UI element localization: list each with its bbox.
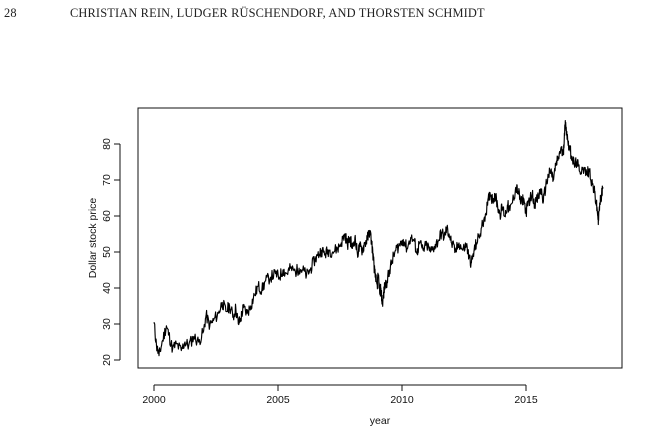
running-header: 28 CHRISTIAN REIN, LUDGER RÜSCHENDORF, A… [0, 6, 653, 24]
series-line [153, 120, 604, 357]
x-tick-label: 2000 [142, 394, 166, 406]
y-axis-label: Dollar stock price [87, 198, 99, 279]
x-tick-label: 2005 [266, 394, 290, 406]
y-tick-label: 50 [101, 246, 113, 258]
y-tick-label: 40 [101, 282, 113, 294]
x-axis-ticks: 2000 2005 2010 2015 [142, 385, 538, 406]
author-running-head: CHRISTIAN REIN, LUDGER RÜSCHENDORF, AND … [70, 6, 485, 20]
x-tick-label: 2015 [514, 394, 538, 406]
y-tick-label: 60 [101, 210, 113, 222]
x-tick-label: 2010 [390, 394, 414, 406]
y-tick-label: 30 [101, 318, 113, 330]
y-tick-label: 70 [101, 174, 113, 186]
x-axis-label: year [370, 415, 391, 427]
y-tick-label: 80 [101, 138, 113, 150]
plot-frame [137, 107, 623, 369]
y-axis-ticks: 20 30 40 50 60 70 80 [101, 138, 120, 366]
page-number: 28 [4, 6, 17, 20]
y-tick-label: 20 [101, 354, 113, 366]
